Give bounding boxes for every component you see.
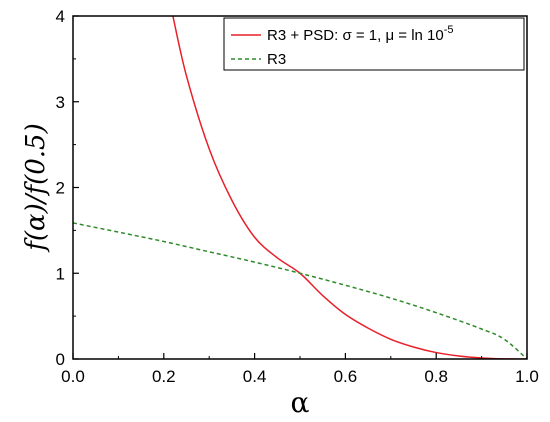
series-layer	[73, 16, 527, 359]
ticks-layer: 0.0 0.2 0.4 0.6 0.8 1.0 0 1 2 3 4	[56, 7, 539, 386]
legend: R3 + PSD: σ = 1, μ = ln 10-5 R3	[223, 17, 525, 71]
y-tick-label-0: 0	[56, 350, 65, 369]
x-tick-label-2: 0.4	[243, 367, 267, 386]
series-line-0	[172, 16, 527, 359]
y-tick-label-1: 1	[56, 264, 65, 283]
legend-label-r3-psd-main: R3 + PSD: σ = 1, μ = ln 10	[267, 27, 444, 44]
legend-box	[223, 17, 525, 71]
x-axis-title: α	[291, 386, 310, 419]
y-tick-label-3: 3	[56, 93, 65, 112]
x-tick-label-3: 0.6	[334, 367, 358, 386]
y-tick-label-2: 2	[56, 179, 65, 198]
x-tick-label-0: 0.0	[61, 367, 85, 386]
legend-label-r3-psd-superscript: -5	[444, 24, 454, 36]
y-axis-title: f(α)/f(0.5)	[21, 123, 51, 253]
legend-label-r3-psd: R3 + PSD: σ = 1, μ = ln 10-5	[267, 24, 454, 44]
x-tick-label-1: 0.2	[152, 367, 176, 386]
y-tick-label-4: 4	[56, 7, 65, 26]
x-tick-label-5: 1.0	[515, 367, 539, 386]
legend-label-r3: R3	[267, 51, 286, 68]
x-tick-label-4: 0.8	[424, 367, 448, 386]
